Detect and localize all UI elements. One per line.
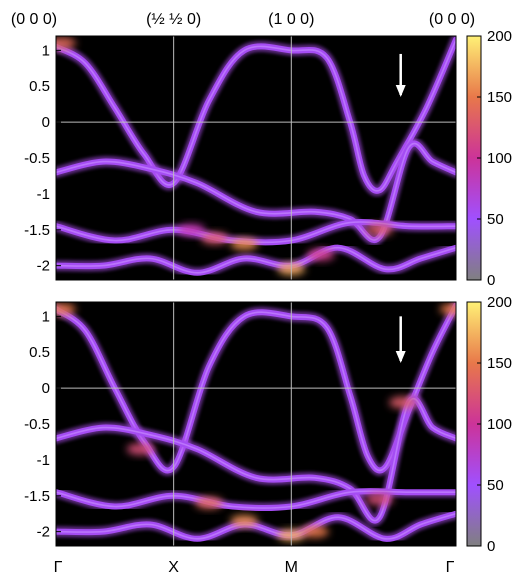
y-tick-label: -0.5 — [24, 150, 50, 167]
intensity-hotspot-6 — [306, 248, 335, 261]
intensity-hotspot-3 — [200, 232, 229, 245]
intensity-hotspot-6 — [300, 525, 329, 538]
y-tick-label: 0.5 — [29, 78, 50, 95]
intensity-hotspot-3 — [194, 496, 223, 509]
arrow-head — [395, 85, 406, 97]
spectral-plot — [56, 302, 456, 545]
band-core-3 — [56, 221, 456, 244]
panel-top: 1 0.5 0 -0.5 -1 -1.5 -2 (0 0 0) (½ ½ 0) (1 0 0) (0… — [11, 11, 512, 289]
intensity-hotspot-7 — [365, 223, 394, 236]
band-core-4 — [56, 512, 456, 540]
k-point-label: (1 0 0) — [268, 11, 314, 28]
colorbar-tick-label: 0 — [487, 538, 495, 555]
y-tick-label: -1.5 — [24, 488, 50, 505]
colorbar-tick-label: 150 — [487, 355, 512, 372]
intensity-hotspot-4 — [230, 238, 259, 251]
y-tick-label: -2 — [37, 258, 50, 275]
intensity-hotspot-2 — [177, 223, 206, 236]
y-tick-label: -2 — [37, 524, 50, 541]
k-point-label: Γ — [54, 559, 63, 576]
k-point-label: (0 0 0) — [429, 11, 475, 28]
intensity-hotspot-2 — [126, 443, 155, 456]
colorbar-tick-label: 200 — [487, 28, 512, 45]
y-tick-label: 1 — [42, 308, 50, 325]
colorbar-tick-label: 100 — [487, 150, 512, 167]
k-point-label: M — [285, 559, 298, 576]
colorbar-tick-label: 0 — [487, 272, 495, 289]
y-tick-label: -0.5 — [24, 416, 50, 433]
k-point-label: X — [168, 559, 179, 576]
colorbar-tick-label: 100 — [487, 416, 512, 433]
y-tick-label: 0 — [42, 114, 50, 131]
colorbar: 200 150 100 50 0 — [466, 28, 512, 289]
intensity-hotspot-1 — [56, 303, 76, 316]
band-core-4 — [56, 246, 456, 274]
band-core-3 — [56, 490, 456, 509]
panel-bottom: 1 0.5 0 -0.5 -1 -1.5 -2 Γ X M Γ 200 150 100 50 0 — [24, 294, 512, 576]
arrow-head — [395, 351, 406, 363]
intensity-hotspot-7 — [365, 493, 394, 506]
colorbar-tick-label: 150 — [487, 89, 512, 106]
intensity-hotspot-1 — [56, 37, 76, 50]
y-tick-label: 0 — [42, 380, 50, 397]
colorbar-tick-label: 200 — [487, 294, 512, 311]
y-tick-label: 1 — [42, 42, 50, 59]
y-tick-label: -1 — [37, 452, 50, 469]
intensity-hotspot-8 — [389, 396, 418, 409]
intensity-hotspot-9 — [439, 303, 456, 316]
colorbar-tick-label: 50 — [487, 477, 504, 494]
y-tick-label: -1.5 — [24, 222, 50, 239]
band-core-2 — [56, 142, 456, 241]
colorbar: 200 150 100 50 0 — [466, 294, 512, 555]
k-point-label: (0 0 0) — [11, 11, 57, 28]
y-tick-label: 0.5 — [29, 344, 50, 361]
y-tick-label: -1 — [37, 186, 50, 203]
k-point-label: (½ ½ 0) — [146, 11, 201, 28]
k-point-label: Γ — [446, 559, 455, 576]
intensity-hotspot-4 — [230, 514, 259, 527]
colorbar-tick-label: 50 — [487, 211, 504, 228]
